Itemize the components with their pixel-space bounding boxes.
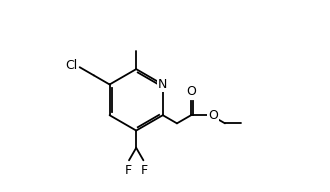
Text: O: O — [208, 109, 218, 122]
Text: O: O — [186, 85, 196, 98]
Text: F: F — [124, 164, 132, 177]
Text: F: F — [141, 164, 148, 177]
Text: N: N — [158, 78, 168, 91]
Text: Cl: Cl — [65, 60, 78, 72]
